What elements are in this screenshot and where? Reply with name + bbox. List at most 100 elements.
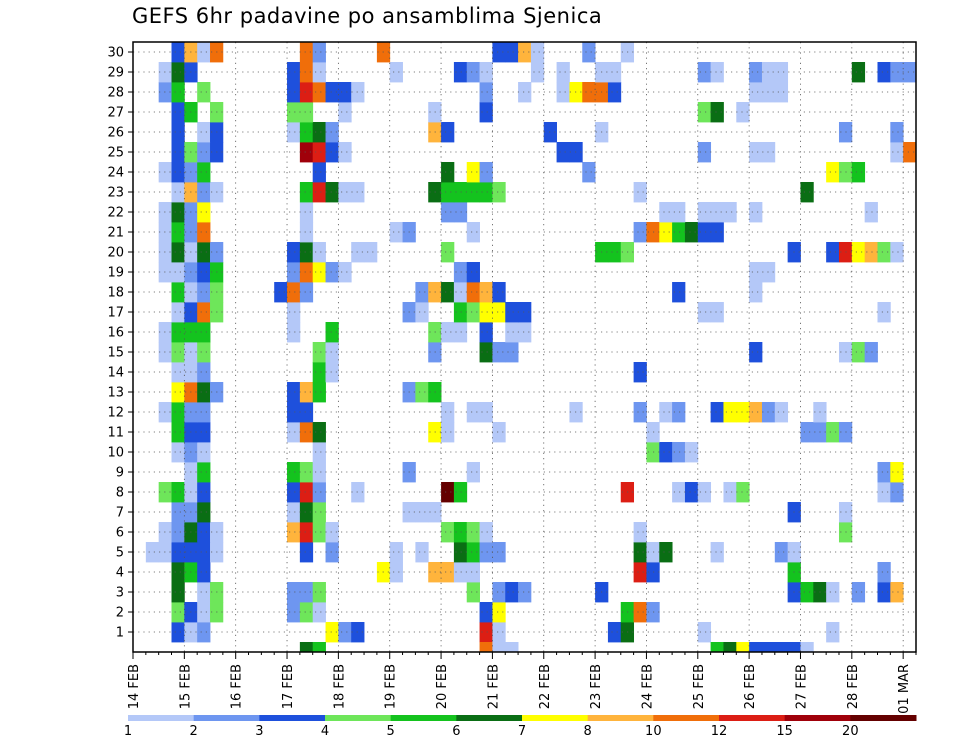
legend-label: 4 bbox=[321, 724, 329, 739]
heatmap-cell bbox=[415, 542, 429, 563]
legend-swatch bbox=[587, 715, 654, 721]
x-tick-label: 18 FEB bbox=[332, 664, 347, 709]
x-axis: 14 FEB 15 FEB 16 FEB 17 FEB 18 FEB 19 FEB 20 F… bbox=[127, 652, 917, 714]
heatmap-cell bbox=[800, 422, 814, 443]
heatmap-cell bbox=[826, 582, 840, 603]
heatmap-cell bbox=[171, 182, 185, 203]
heatmap-cell bbox=[723, 402, 737, 423]
legend-label: 15 bbox=[776, 724, 793, 739]
heatmap-cell bbox=[415, 302, 429, 323]
heatmap-cell bbox=[171, 202, 185, 223]
heatmap-cell bbox=[171, 582, 185, 603]
heatmap-cell bbox=[684, 482, 699, 503]
heatmap-cell bbox=[171, 542, 185, 563]
heatmap-cell bbox=[492, 582, 506, 603]
heatmap-cell bbox=[299, 502, 314, 523]
legend-label: 8 bbox=[584, 724, 592, 739]
heatmap-cell bbox=[299, 542, 314, 563]
heatmap-cell bbox=[736, 482, 750, 503]
heatmap-cell bbox=[492, 542, 506, 563]
heatmap-cell bbox=[492, 642, 506, 653]
heatmap-cell bbox=[787, 642, 801, 653]
x-tick-label: 15 FEB bbox=[178, 664, 193, 709]
heatmap-cell bbox=[312, 62, 326, 83]
heatmap-cell bbox=[197, 242, 211, 263]
heatmap-cell bbox=[171, 622, 185, 643]
heatmap-cell bbox=[826, 422, 840, 443]
heatmap-cell bbox=[415, 382, 429, 403]
heatmap-cell bbox=[697, 302, 712, 323]
heatmap-cell bbox=[453, 522, 468, 543]
heatmap-cell bbox=[145, 542, 160, 563]
heatmap-cell bbox=[749, 142, 763, 163]
heatmap-cell bbox=[325, 342, 339, 363]
heatmap-cell bbox=[197, 82, 211, 103]
heatmap-cell bbox=[441, 522, 455, 543]
heatmap-cell bbox=[441, 322, 455, 343]
heatmap-cell bbox=[197, 582, 211, 603]
heatmap-cell bbox=[197, 282, 211, 303]
heatmap-cell bbox=[633, 542, 647, 563]
heatmap-cell bbox=[197, 622, 211, 643]
heatmap-cell bbox=[505, 302, 519, 323]
heatmap-cell bbox=[774, 62, 789, 83]
heatmap-cell bbox=[749, 82, 763, 103]
x-tick-label: 23 FEB bbox=[589, 664, 604, 709]
heatmap-cell bbox=[749, 282, 763, 303]
heatmap-cell bbox=[299, 42, 314, 63]
heatmap-cell bbox=[299, 282, 314, 303]
heatmap-cell bbox=[466, 542, 480, 563]
heatmap-cell bbox=[890, 482, 904, 503]
heatmap-cell bbox=[197, 322, 211, 343]
heatmap-cell bbox=[299, 642, 314, 653]
y-tick-label: 10 bbox=[107, 446, 124, 461]
heatmap-cell bbox=[851, 62, 866, 83]
x-tick-label: 25 FEB bbox=[692, 664, 707, 709]
heatmap-cell bbox=[441, 202, 455, 223]
heatmap-cell bbox=[877, 62, 891, 83]
heatmap-cell bbox=[171, 142, 185, 163]
y-tick-label: 18 bbox=[107, 286, 124, 301]
heatmap-cell bbox=[479, 322, 493, 343]
heatmap-cell bbox=[723, 202, 737, 223]
heatmap-cell bbox=[890, 242, 904, 263]
heatmap-cell bbox=[466, 282, 480, 303]
heatmap-cell bbox=[890, 142, 904, 163]
heatmap-cell bbox=[864, 202, 878, 223]
heatmap-cell bbox=[466, 462, 480, 483]
heatmap-cell bbox=[338, 622, 352, 643]
heatmap-cell bbox=[466, 162, 480, 183]
heatmap-cell bbox=[171, 502, 185, 523]
heatmap-cell bbox=[749, 62, 763, 83]
heatmap-cell bbox=[453, 202, 468, 223]
heatmap-cell bbox=[325, 182, 339, 203]
heatmap-cell bbox=[877, 462, 891, 483]
legend-label: 5 bbox=[387, 724, 395, 739]
x-tick-label: 16 FEB bbox=[230, 664, 245, 709]
heatmap-cell bbox=[299, 102, 314, 123]
heatmap-cell bbox=[466, 262, 480, 283]
heatmap-cell bbox=[466, 302, 480, 323]
heatmap-cell bbox=[299, 202, 314, 223]
heatmap-cell bbox=[800, 582, 814, 603]
heatmap-cell bbox=[672, 222, 686, 243]
heatmap-cell bbox=[299, 222, 314, 243]
heatmap-cell bbox=[749, 642, 763, 653]
heatmap-cell bbox=[492, 42, 506, 63]
legend-swatch bbox=[456, 715, 523, 721]
dotted-grid bbox=[133, 42, 916, 652]
heatmap-cell bbox=[710, 542, 724, 563]
heatmap-cell bbox=[325, 522, 339, 543]
heatmap-cell bbox=[607, 82, 622, 103]
heatmap-cell bbox=[530, 62, 545, 83]
heatmap-cell bbox=[287, 502, 301, 523]
y-tick-label: 4 bbox=[116, 566, 124, 581]
heatmap-cell bbox=[197, 502, 211, 523]
heatmap-cell bbox=[287, 482, 301, 503]
heatmap-cell bbox=[877, 302, 891, 323]
heatmap-cell bbox=[697, 482, 712, 503]
heatmap-cell bbox=[672, 442, 686, 463]
heatmap-cell bbox=[761, 642, 776, 653]
heatmap-cell bbox=[890, 582, 904, 603]
heatmap-cell bbox=[312, 262, 326, 283]
